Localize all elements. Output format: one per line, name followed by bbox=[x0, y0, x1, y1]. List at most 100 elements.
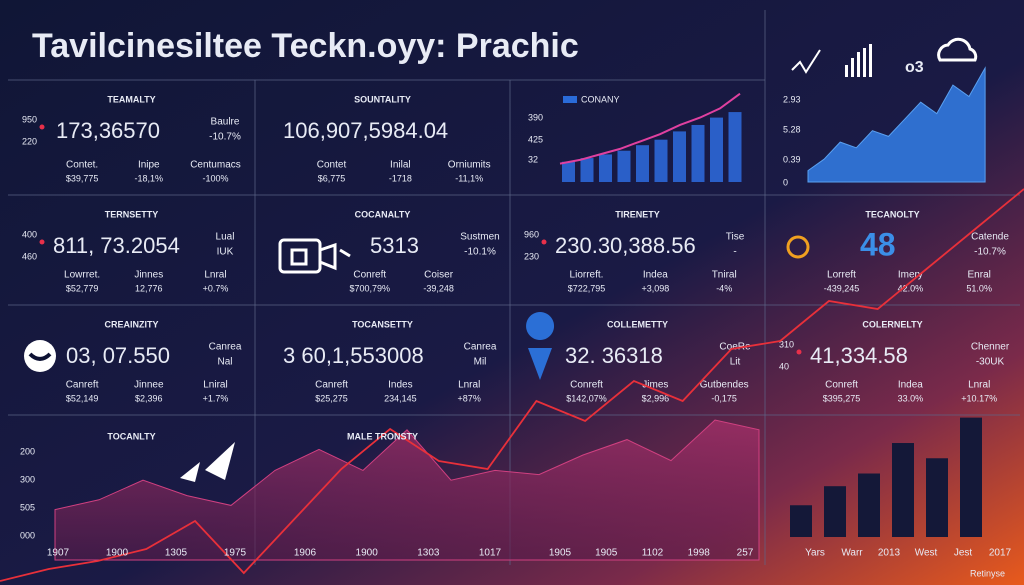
stat-value: -39,248 bbox=[423, 283, 454, 293]
big-number: 03, 07.550 bbox=[66, 343, 170, 368]
arrow-icons bbox=[180, 442, 235, 482]
big-number: 48 bbox=[860, 226, 896, 262]
bar bbox=[691, 124, 705, 182]
area bbox=[54, 419, 760, 561]
x-label: Warr bbox=[841, 548, 863, 559]
stat-label: Contet. bbox=[66, 160, 98, 171]
side-note: -30UK bbox=[976, 357, 1005, 368]
stat-value: -1718 bbox=[389, 173, 412, 183]
x-label: Jest bbox=[954, 548, 973, 559]
stat-value: +87% bbox=[458, 393, 481, 403]
x-label: 1905 bbox=[549, 548, 572, 559]
bar bbox=[617, 150, 631, 182]
bar bbox=[790, 505, 812, 537]
cell-title: TEAMALTY bbox=[107, 94, 155, 104]
bar bbox=[728, 112, 742, 182]
stat-label: Orniumits bbox=[448, 160, 491, 171]
big-number: 230.30,388.56 bbox=[555, 233, 696, 258]
big-number: 41,334.58 bbox=[810, 343, 908, 368]
bar bbox=[654, 139, 668, 182]
x-label: 1017 bbox=[479, 548, 502, 559]
stat-label: Tniral bbox=[712, 270, 737, 281]
stat-value: -11,1% bbox=[455, 173, 483, 183]
stat-label: Coiser bbox=[424, 270, 454, 281]
stat-value: 234,145 bbox=[384, 393, 417, 403]
panel-title: MALE TRONSTY bbox=[347, 431, 418, 441]
stat-label: Jinnes bbox=[134, 270, 163, 281]
axis-label: 300 bbox=[20, 474, 35, 484]
stat-value: -0,175 bbox=[711, 393, 737, 403]
stat-value: $142,07% bbox=[566, 393, 607, 403]
axis-label: 000 bbox=[20, 530, 35, 540]
side-note: Catende bbox=[971, 232, 1009, 243]
cell-title: COCANALTY bbox=[355, 209, 411, 219]
ring-icon bbox=[786, 235, 810, 259]
side-note: Baulre bbox=[211, 117, 240, 128]
axis-label: 200 bbox=[20, 446, 35, 456]
stat-value: $6,775 bbox=[318, 173, 346, 183]
x-label: 2013 bbox=[878, 548, 901, 559]
side-note: Chenner bbox=[971, 342, 1010, 353]
stat-value: $700,79% bbox=[349, 283, 390, 293]
cell-title: TECANOLTY bbox=[865, 209, 919, 219]
stat-label: Gutbendes bbox=[700, 380, 749, 391]
stat-label: Enral bbox=[968, 270, 991, 281]
legend-label: CONANY bbox=[581, 94, 620, 104]
cell-title: TOCANSETTY bbox=[352, 319, 413, 329]
stat-label: Conreft bbox=[825, 380, 858, 391]
stat-value: $2,996 bbox=[642, 393, 670, 403]
cell-title: TIRENETY bbox=[615, 209, 660, 219]
panel-title: TOCANLTY bbox=[107, 431, 155, 441]
x-label: Yars bbox=[805, 548, 825, 559]
trend-line bbox=[0, 188, 1024, 582]
stat-label: Lnral bbox=[458, 380, 480, 391]
bar bbox=[562, 161, 575, 182]
stat-value: -439,245 bbox=[824, 283, 860, 293]
stat-label: Lorreft bbox=[827, 270, 856, 281]
area bbox=[807, 66, 986, 183]
side-label: 400 bbox=[22, 229, 37, 239]
stat-value: 12,776 bbox=[135, 283, 163, 293]
stat-label: Liorreft. bbox=[570, 270, 604, 281]
bar bbox=[824, 486, 846, 537]
stat-value: $52,779 bbox=[66, 283, 99, 293]
side-note: Sustmen bbox=[460, 232, 499, 243]
big-number: 173,36570 bbox=[56, 118, 160, 143]
face-icon bbox=[24, 340, 56, 372]
side-note: -10.1% bbox=[464, 247, 496, 258]
mini-bars-icon bbox=[791, 44, 872, 77]
bar bbox=[599, 154, 612, 182]
page-title: Tavilcinesiltee Teckn.oyy: Prachic bbox=[32, 27, 579, 65]
stat-value: +0.7% bbox=[203, 283, 229, 293]
side-note: -10.7% bbox=[974, 247, 1006, 258]
side-note: IUK bbox=[217, 247, 234, 258]
stat-value: $722,795 bbox=[568, 283, 606, 293]
indicator-dot bbox=[39, 239, 45, 245]
big-number: 811, 73.2054 bbox=[53, 233, 180, 258]
stat-value: 33.0% bbox=[898, 393, 924, 403]
side-label: 460 bbox=[22, 251, 37, 261]
indicator-dot bbox=[39, 124, 45, 130]
cell-title: COLLEMETTY bbox=[607, 319, 668, 329]
axis-label: 2.93 bbox=[783, 94, 801, 104]
side-label: 950 bbox=[22, 114, 37, 124]
indicator-dot bbox=[796, 349, 802, 355]
stat-label: Lnral bbox=[204, 270, 226, 281]
side-note: Canrea bbox=[464, 342, 497, 353]
axis-label: 32 bbox=[528, 154, 538, 164]
side-label: 960 bbox=[524, 229, 539, 239]
side-label: 230 bbox=[524, 251, 539, 261]
stat-value: -18,1% bbox=[135, 173, 164, 183]
x-label: 1303 bbox=[417, 548, 440, 559]
big-number: 5313 bbox=[370, 233, 419, 258]
stat-value: +3,098 bbox=[641, 283, 669, 293]
axis-label: 0.39 bbox=[783, 154, 801, 164]
side-note: Lit bbox=[730, 357, 741, 368]
stat-value: $39,775 bbox=[66, 173, 99, 183]
stat-value: -4% bbox=[716, 283, 732, 293]
side-note: Lual bbox=[216, 232, 235, 243]
trend-line bbox=[559, 92, 741, 165]
stat-label: Canreft bbox=[315, 380, 348, 391]
stat-value: $2,396 bbox=[135, 393, 163, 403]
stat-label: Jinnee bbox=[134, 380, 164, 391]
